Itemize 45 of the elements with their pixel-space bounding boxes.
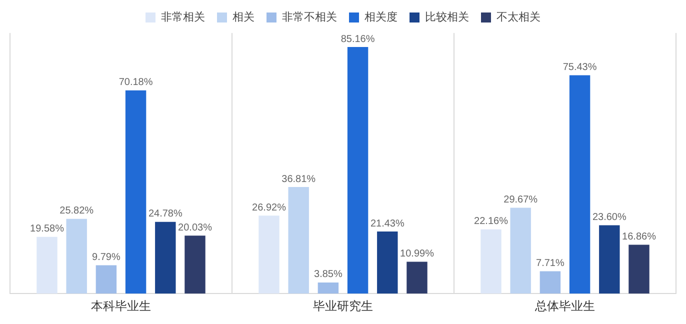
legend-label: 非常相关 <box>161 10 205 24</box>
data-label: 75.43% <box>562 62 597 73</box>
legend-label: 相关 <box>232 10 254 24</box>
data-label: 19.58% <box>30 224 64 235</box>
legend-label: 不太相关 <box>496 10 540 24</box>
x-tick-label: 毕业研究生 <box>313 299 373 314</box>
bar <box>96 265 117 294</box>
x-tick-label: 本科毕业生 <box>91 299 151 314</box>
data-label: 3.85% <box>314 269 342 280</box>
bar <box>599 225 620 294</box>
data-label: 21.43% <box>370 218 404 230</box>
bar <box>540 271 561 294</box>
data-label: 7.71% <box>536 258 564 270</box>
bar <box>347 47 368 294</box>
legend-label: 相关度 <box>364 10 398 24</box>
legend-label: 非常不相关 <box>282 10 337 24</box>
bar <box>569 75 590 294</box>
bar <box>480 229 502 294</box>
bar <box>155 222 176 294</box>
data-label: 20.03% <box>178 222 212 234</box>
data-label: 23.60% <box>592 212 626 224</box>
legend-label: 比较相关 <box>425 10 469 24</box>
data-label: 29.67% <box>504 194 538 206</box>
data-label: 26.92% <box>252 202 286 214</box>
bar <box>318 282 339 294</box>
bar <box>406 262 428 294</box>
data-label: 16.86% <box>622 232 656 243</box>
data-label: 9.79% <box>92 252 120 264</box>
bar <box>184 236 206 294</box>
bar <box>288 187 309 294</box>
bar <box>377 232 398 294</box>
bar <box>628 244 650 294</box>
data-label: 10.99% <box>400 248 434 260</box>
x-tick-label: 总体毕业生 <box>534 299 595 314</box>
bar <box>36 236 58 294</box>
bar <box>510 208 531 294</box>
data-label: 85.16% <box>340 34 375 45</box>
data-label: 24.78% <box>148 208 182 220</box>
bar <box>66 218 87 294</box>
data-label: 36.81% <box>282 174 316 185</box>
data-label: 70.18% <box>118 77 153 88</box>
data-label: 25.82% <box>60 206 94 217</box>
bar <box>258 216 280 294</box>
data-label: 22.16% <box>474 216 508 228</box>
bar <box>125 90 146 294</box>
